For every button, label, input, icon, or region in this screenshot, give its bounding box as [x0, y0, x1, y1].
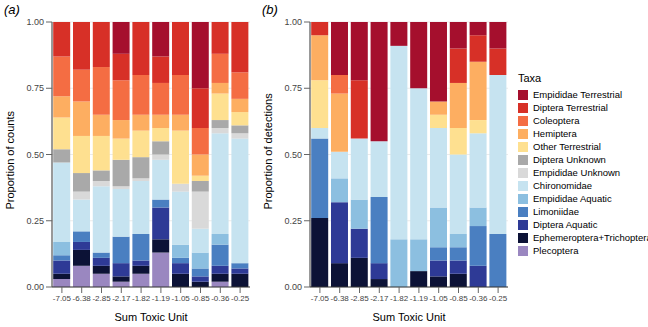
svg-text:-0.85: -0.85 — [449, 294, 468, 303]
svg-text:-0.25: -0.25 — [231, 294, 250, 303]
html-text:Hemiptera: Hemiptera — [533, 128, 577, 139]
html-text:Diptera Unknown: Diptera Unknown — [533, 154, 606, 165]
svg-text:-2.17: -2.17 — [370, 294, 389, 303]
svg-text:-1.82: -1.82 — [390, 294, 409, 303]
svg-text:-0.36: -0.36 — [469, 294, 488, 303]
html-text:Taxa: Taxa — [518, 72, 542, 84]
html-text:Empididae Terrestrial: Empididae Terrestrial — [533, 89, 623, 100]
svg-text:-1.05: -1.05 — [430, 294, 449, 303]
svg-text:0.25: 0.25 — [284, 216, 302, 226]
html-text:Other Terrestrial: Other Terrestrial — [533, 141, 601, 152]
svg-text:0.75: 0.75 — [26, 83, 44, 93]
svg-text:Proportion of counts: Proportion of counts — [8, 111, 16, 210]
svg-text:Proportion of detections: Proportion of detections — [262, 93, 274, 210]
html-text:Empididae Unknown: Empididae Unknown — [533, 167, 621, 178]
svg-text:-1.19: -1.19 — [410, 294, 429, 303]
svg-text:0.75: 0.75 — [284, 83, 302, 93]
svg-text:0.50: 0.50 — [284, 150, 302, 160]
html-text:Chironomidae: Chironomidae — [533, 180, 593, 191]
svg-text:-0.36: -0.36 — [211, 294, 230, 303]
html-text:Empididae Aquatic: Empididae Aquatic — [533, 193, 612, 204]
svg-text:-1.05: -1.05 — [172, 294, 191, 303]
svg-text:-1.19: -1.19 — [152, 294, 171, 303]
html-text:(a): (a) — [4, 2, 20, 17]
svg-text:0.25: 0.25 — [26, 216, 44, 226]
html-text:Plecoptera: Plecoptera — [533, 245, 579, 256]
html-text:Diptera Terrestrial: Diptera Terrestrial — [533, 102, 608, 113]
html-text:Limoniidae: Limoniidae — [533, 206, 579, 217]
svg-text:Sum Toxic Unit: Sum Toxic Unit — [372, 311, 445, 323]
svg-text:1.00: 1.00 — [284, 17, 302, 27]
svg-text:-7.05: -7.05 — [311, 294, 330, 303]
svg-text:-1.82: -1.82 — [132, 294, 151, 303]
svg-text:-2.17: -2.17 — [112, 294, 131, 303]
html-text:Coleoptera: Coleoptera — [533, 115, 580, 126]
svg-text:0.00: 0.00 — [26, 282, 44, 292]
svg-text:-2.85: -2.85 — [350, 294, 369, 303]
html-text:(b): (b) — [262, 2, 278, 17]
svg-text:-6.38: -6.38 — [331, 294, 350, 303]
svg-text:-0.25: -0.25 — [489, 294, 508, 303]
svg-text:-0.85: -0.85 — [191, 294, 210, 303]
svg-text:0.50: 0.50 — [26, 150, 44, 160]
svg-text:-7.05: -7.05 — [53, 294, 72, 303]
svg-text:0.00: 0.00 — [284, 282, 302, 292]
svg-text:-6.38: -6.38 — [73, 294, 92, 303]
html-text:Diptera Aquatic: Diptera Aquatic — [533, 219, 598, 230]
svg-text:1.00: 1.00 — [26, 17, 44, 27]
svg-text:-2.85: -2.85 — [92, 294, 111, 303]
svg-text:Sum Toxic Unit: Sum Toxic Unit — [114, 311, 187, 323]
